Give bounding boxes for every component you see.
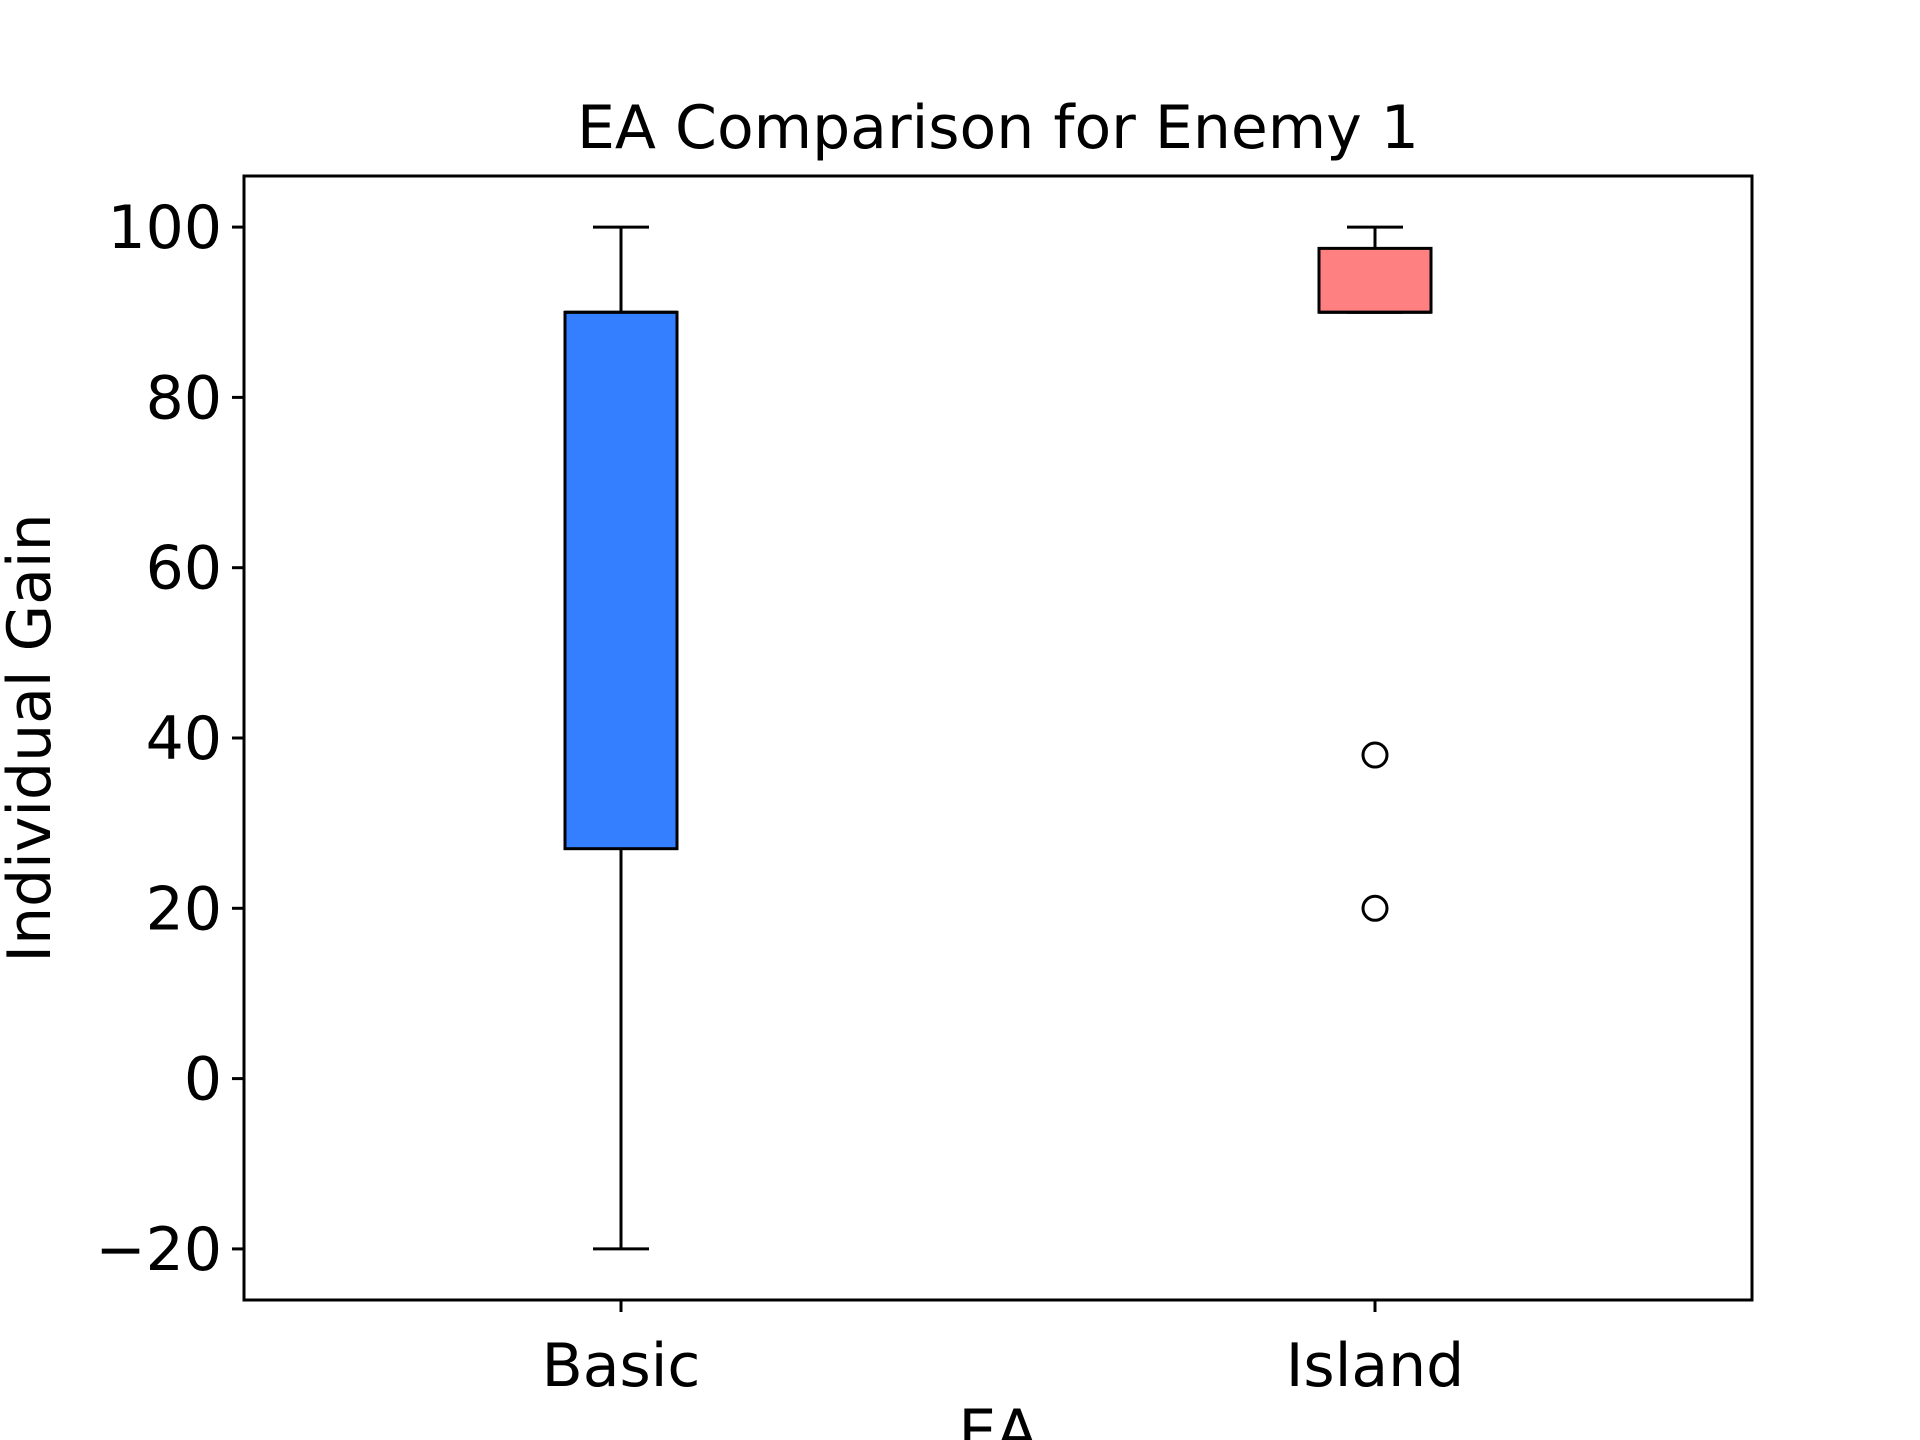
chart-title: EA Comparison for Enemy 1 xyxy=(577,93,1419,163)
y-tick-label: 0 xyxy=(184,1045,222,1115)
y-tick-label: 100 xyxy=(107,193,222,263)
y-tick-label: 20 xyxy=(146,874,222,944)
box-basic xyxy=(563,225,679,1251)
x-tick-label-basic: Basic xyxy=(542,1331,701,1401)
x-tick-label-island: Island xyxy=(1286,1331,1465,1401)
box-island xyxy=(1317,225,1433,922)
x-axis-label: EA xyxy=(959,1397,1038,1440)
plot-frame xyxy=(242,174,1754,1302)
y-axis-label: Individual Gain xyxy=(0,513,65,962)
box-body-island xyxy=(1317,246,1433,314)
outlier-island-0 xyxy=(1361,741,1389,769)
box-body-basic xyxy=(563,310,679,851)
y-tick-label: 40 xyxy=(146,704,222,774)
y-tick-label: 80 xyxy=(146,363,222,433)
outlier-island-1 xyxy=(1361,894,1389,922)
y-tick-label: 60 xyxy=(146,534,222,604)
y-tick-label: −20 xyxy=(95,1215,222,1285)
